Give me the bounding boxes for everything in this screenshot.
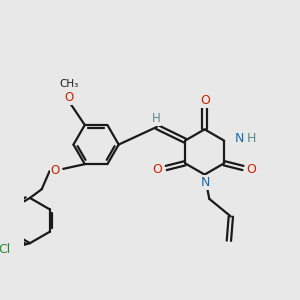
Text: H: H bbox=[247, 132, 256, 145]
Text: O: O bbox=[64, 91, 74, 104]
Text: H: H bbox=[152, 112, 161, 125]
Text: N: N bbox=[201, 176, 210, 189]
Text: N: N bbox=[234, 132, 244, 145]
Text: O: O bbox=[200, 94, 210, 107]
Text: O: O bbox=[247, 164, 256, 176]
Text: CH₃: CH₃ bbox=[59, 79, 79, 89]
Text: Cl: Cl bbox=[0, 243, 11, 256]
Text: O: O bbox=[153, 164, 163, 176]
Text: O: O bbox=[51, 164, 60, 177]
